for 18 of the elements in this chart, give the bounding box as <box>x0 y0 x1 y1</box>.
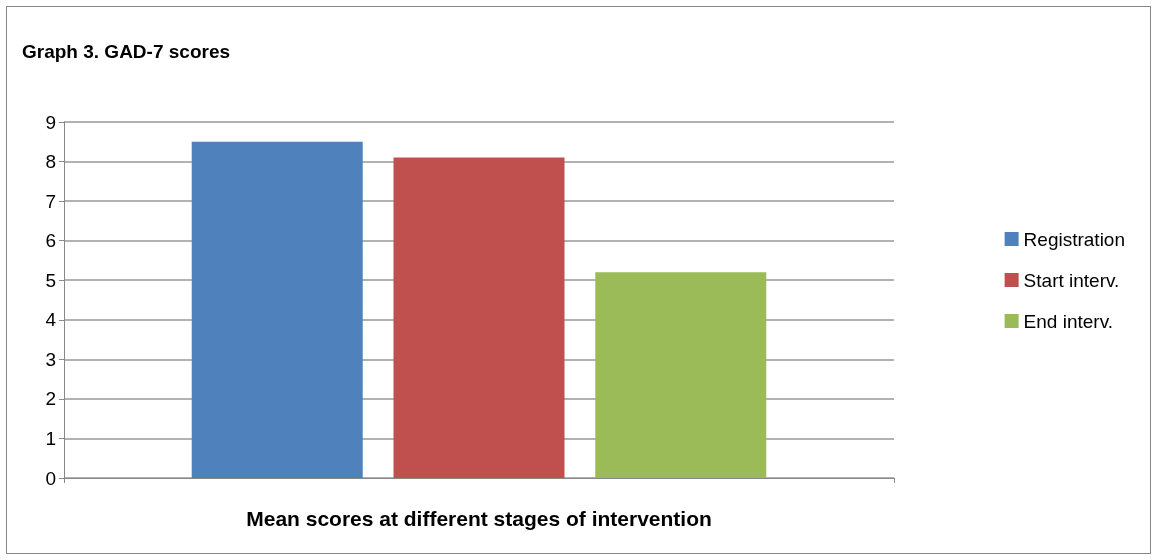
y-tick-label: 4 <box>45 309 57 331</box>
y-tick-label: 9 <box>45 111 56 133</box>
legend-label: Start interv. <box>1023 269 1120 291</box>
legend-label: End interv. <box>1023 310 1114 332</box>
y-tick-label: 2 <box>45 388 56 410</box>
legend-label: Registration <box>1023 228 1126 250</box>
bar <box>191 141 363 478</box>
y-tick-label: 7 <box>45 190 56 212</box>
y-tick-label: 5 <box>45 269 56 291</box>
y-tick-label: 8 <box>45 151 56 173</box>
chart-title: Graph 3. GAD-7 scores <box>22 41 231 62</box>
y-tick-label: 3 <box>45 348 56 370</box>
y-tick-label: 0 <box>45 467 56 489</box>
y-tick-label: 1 <box>45 427 56 449</box>
bar <box>595 272 767 478</box>
bar <box>393 157 565 478</box>
x-axis-title: Mean scores at different stages of intervention <box>246 507 712 530</box>
y-tick-label: 6 <box>45 230 56 252</box>
